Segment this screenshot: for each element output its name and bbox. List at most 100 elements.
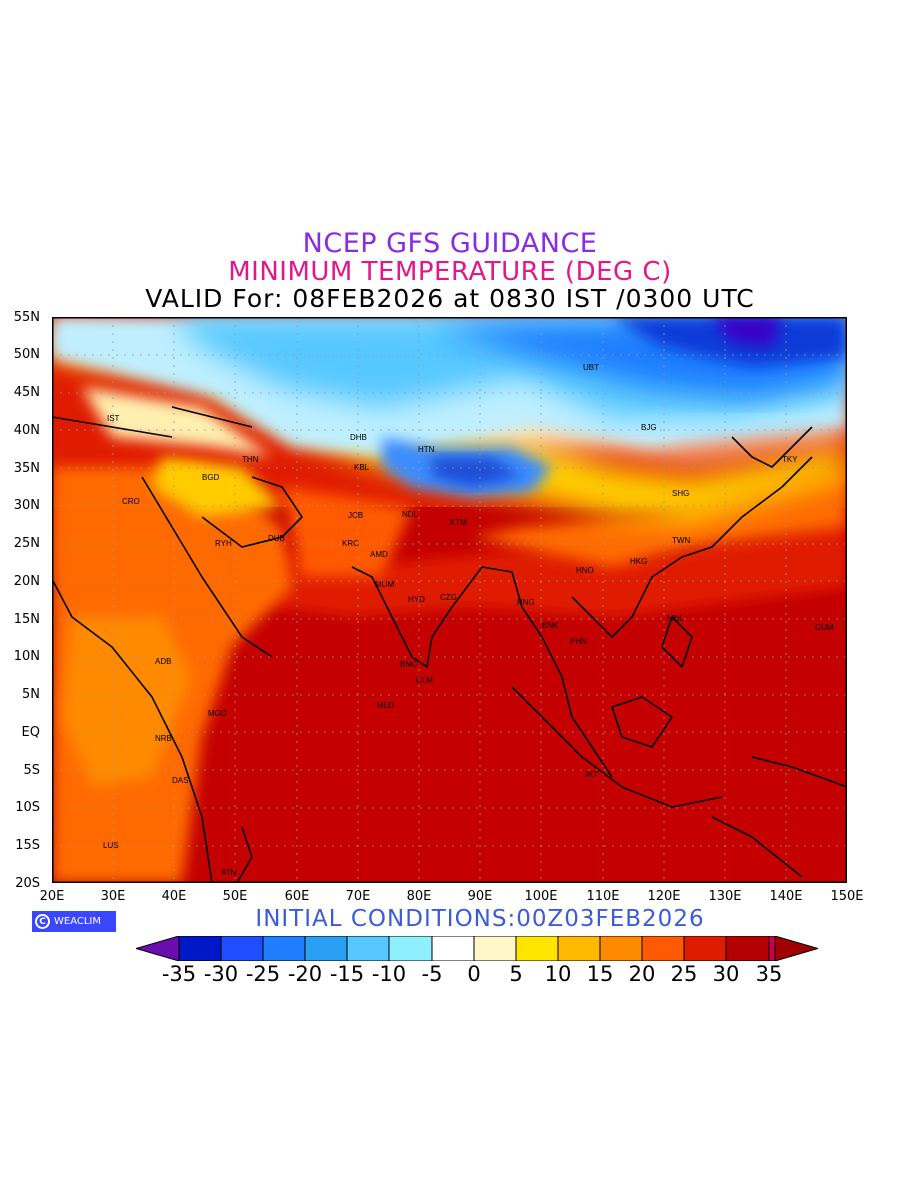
city-label: MNL — [667, 614, 684, 623]
lon-label: 40E — [161, 889, 187, 904]
lat-label: 5S — [23, 763, 40, 778]
color-legend — [136, 936, 818, 961]
city-label: RNG — [517, 598, 535, 607]
city-label: CLM — [416, 676, 433, 685]
city-label: THN — [242, 455, 259, 464]
legend-swatch — [388, 936, 433, 961]
chart-subtitle: MINIMUM TEMPERATURE (DEG C) — [228, 257, 672, 287]
lat-label: 25N — [13, 536, 40, 551]
lon-label: 110E — [586, 889, 620, 904]
legend-swatch — [683, 936, 727, 961]
lat-label: 10N — [13, 649, 40, 664]
lon-label: 140E — [769, 889, 803, 904]
city-label: NDL — [402, 510, 419, 519]
city-label: BNG — [400, 660, 417, 669]
city-label: MLD — [377, 701, 394, 710]
lon-label: 20E — [39, 889, 65, 904]
city-label: LUS — [103, 841, 119, 850]
temperature-field — [52, 317, 847, 883]
city-labels: IST THN BGD CRO RYH DUB DHB KBL HTN JCB … — [103, 363, 834, 877]
city-label: AMD — [370, 550, 388, 559]
legend-label: 20 — [628, 962, 656, 986]
legend-label: 30 — [712, 962, 740, 986]
lon-label: 150E — [830, 889, 864, 904]
city-label: UBT — [583, 363, 599, 372]
legend-label: 5 — [509, 962, 523, 986]
lat-label: 10S — [15, 800, 40, 815]
legend-label: -5 — [421, 962, 443, 986]
lat-label: 40N — [13, 423, 40, 438]
city-label: ADB — [155, 657, 171, 666]
lat-label: 35N — [13, 461, 40, 476]
lon-label: 120E — [647, 889, 681, 904]
legend-label: -35 — [161, 962, 197, 986]
lat-label: 30N — [13, 498, 40, 513]
legend-low-arrow — [136, 936, 180, 961]
legend-swatch — [599, 936, 643, 961]
city-label: GUM — [815, 623, 834, 632]
city-label: CZG — [440, 593, 457, 602]
temperature-map: IST THN BGD CRO RYH DUB DHB KBL HTN JCB … — [52, 317, 847, 883]
city-label: HTN — [418, 445, 435, 454]
lon-label: 50E — [222, 889, 248, 904]
lon-label: 80E — [406, 889, 432, 904]
legend-label: -15 — [329, 962, 365, 986]
legend-label: 35 — [755, 962, 783, 986]
legend-label: 10 — [544, 962, 572, 986]
lat-label: 20S — [15, 876, 40, 891]
lon-label: 90E — [467, 889, 493, 904]
city-label: MGD — [208, 709, 227, 718]
city-label: DAS — [172, 776, 188, 785]
weaclim-logo-icon: C — [35, 914, 50, 929]
legend-swatch — [431, 936, 475, 961]
lat-label: 15N — [13, 612, 40, 627]
lon-label: 130E — [708, 889, 742, 904]
lat-label: 15S — [15, 838, 40, 853]
city-label: HYD — [408, 595, 425, 604]
lat-label: EQ — [21, 725, 40, 740]
lat-label: 55N — [13, 310, 40, 325]
legend-swatch — [262, 936, 306, 961]
legend-swatch — [473, 936, 517, 961]
legend-label: -25 — [245, 962, 281, 986]
city-label: HNO — [576, 566, 594, 575]
valid-time: VALID For: 08FEB2026 at 0830 IST /0300 U… — [145, 284, 755, 313]
legend-label: -30 — [203, 962, 239, 986]
city-label: BJG — [641, 423, 657, 432]
city-label: SHG — [672, 489, 689, 498]
legend-swatch — [725, 936, 770, 961]
city-label: KBL — [354, 463, 370, 472]
city-label: ATN — [221, 868, 237, 877]
city-label: TWN — [672, 536, 690, 545]
city-label: JKT — [584, 770, 598, 779]
legend-label: 15 — [586, 962, 614, 986]
legend-swatch — [557, 936, 601, 961]
lat-label: 50N — [13, 347, 40, 362]
city-label: CRO — [122, 497, 140, 506]
city-label: NRB — [155, 734, 172, 743]
lon-label: 70E — [345, 889, 371, 904]
legend-swatch — [178, 936, 222, 961]
city-label: KRC — [342, 539, 359, 548]
coastlines — [52, 406, 847, 883]
legend-swatch — [515, 936, 559, 961]
legend-swatch — [220, 936, 264, 961]
legend-label: 0 — [467, 962, 481, 986]
legend-swatch — [768, 936, 776, 961]
legend-label: -10 — [371, 962, 407, 986]
city-label: MUM — [375, 580, 394, 589]
city-label: RYH — [215, 539, 232, 548]
lat-label: 20N — [13, 574, 40, 589]
weaclim-badge: C WEACLIM — [32, 911, 116, 932]
legend-swatch — [641, 936, 685, 961]
lon-label: 60E — [284, 889, 310, 904]
city-label: HKG — [630, 557, 647, 566]
badge-text: WEACLIM — [54, 916, 102, 927]
city-label: DHB — [350, 433, 367, 442]
lon-label: 30E — [100, 889, 126, 904]
city-label: BGD — [202, 473, 220, 482]
legend-swatch — [346, 936, 390, 961]
city-label: IST — [107, 414, 120, 423]
initial-conditions: INITIAL CONDITIONS:00Z03FEB2026 — [255, 906, 705, 932]
city-label: DUB — [268, 534, 285, 543]
